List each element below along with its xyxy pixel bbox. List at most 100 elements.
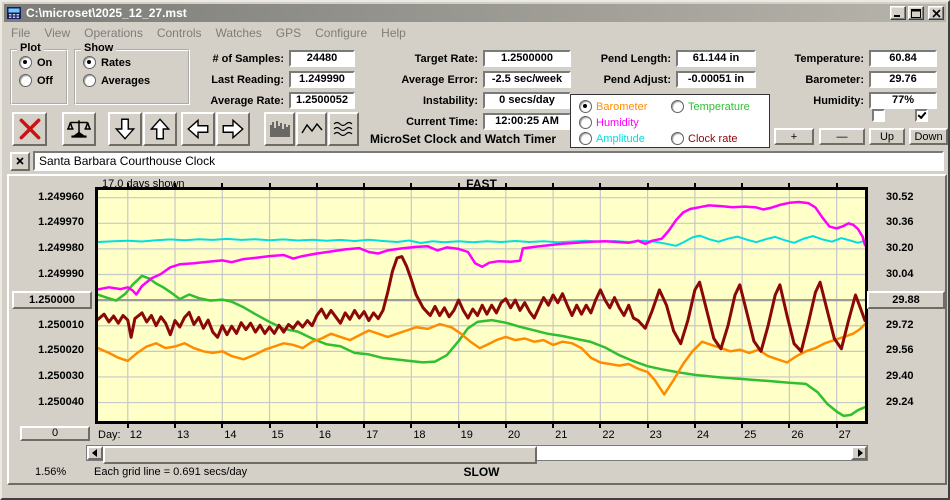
x-tick-label-24: 24 [696, 429, 710, 441]
right-axis-tick-label: 30.20 [886, 241, 914, 254]
radio-label: Averages [101, 74, 151, 87]
right-axis-tick-label: 30.52 [886, 190, 914, 203]
arrow-down-button[interactable] [108, 112, 142, 146]
menu-gps[interactable]: GPS [275, 25, 302, 40]
radio-show-averages[interactable]: Averages [83, 74, 188, 87]
series-radio-barometer[interactable]: Barometer [579, 100, 647, 113]
histogram-button[interactable] [264, 112, 295, 146]
menu-view[interactable]: View [44, 25, 71, 40]
arrow-up-icon [149, 118, 171, 140]
waves-button[interactable] [328, 112, 359, 146]
pend-length--value: 61.144 in [676, 50, 756, 67]
show-group-label: Show [81, 42, 117, 54]
menu-watches[interactable]: Watches [215, 25, 262, 40]
unchecked-checkbox[interactable] [872, 109, 885, 122]
field-row-pend-adjust-: Pend Adjust: -0.00051 in [565, 71, 756, 88]
series-radio-temperature[interactable]: Temperature [671, 100, 750, 113]
slow-label: SLOW [463, 465, 500, 479]
balance-button[interactable] [62, 112, 96, 146]
x-tick-mark [646, 424, 649, 428]
minimize-button[interactable] [890, 6, 906, 20]
plus-button[interactable]: + [774, 128, 814, 145]
x-tick-mark [693, 183, 696, 187]
left-axis-tick-label: 1.249970 [38, 216, 84, 229]
pend-length--label: Pend Length: [600, 52, 671, 65]
menu-help[interactable]: Help [381, 25, 406, 40]
arrow-right-icon [222, 118, 244, 140]
maximize-button[interactable] [908, 6, 924, 20]
radio-plot-off[interactable]: Off [19, 74, 66, 87]
radio-label: On [37, 56, 53, 69]
series-radio-label: Amplitude [596, 132, 645, 145]
left-axis-tick-label: 1.249960 [38, 190, 84, 203]
field-row-average-error-: Average Error: -2.5 sec/week [370, 71, 571, 88]
radio-indicator [579, 116, 592, 129]
x-tick-mark [174, 183, 177, 187]
zigzag-button[interactable] [296, 112, 327, 146]
target-rate--value: 1.2500000 [483, 50, 571, 67]
close-button[interactable] [928, 6, 944, 20]
horizontal-scrollbar[interactable] [86, 445, 868, 464]
series-radio-clock-rate[interactable]: Clock rate [671, 132, 738, 145]
arrow-right-button[interactable] [216, 112, 250, 146]
-of-samples--label: # of Samples: [212, 52, 284, 65]
right-axis-tick-label: 29.56 [886, 344, 914, 357]
field-row-humidity-: Humidity: 77% [774, 92, 937, 109]
radio-show-rates[interactable]: Rates [83, 56, 188, 69]
field-row-target-rate-: Target Rate: 1.2500000 [370, 50, 571, 67]
grid-note: Each grid line = 0.691 secs/day [94, 466, 248, 478]
scroll-right-button[interactable] [851, 446, 867, 460]
x-tick-mark [315, 424, 318, 428]
up-button[interactable]: Up [869, 128, 905, 145]
field-row-current-time-: Current Time: 12:00:25 AM [370, 113, 571, 130]
down-button[interactable]: Down [909, 128, 948, 145]
title-bar[interactable]: C:\microset\2025_12_27.mst [4, 4, 946, 22]
minus-button[interactable]: — [819, 128, 865, 145]
arrow-up-button[interactable] [143, 112, 177, 146]
menu-file[interactable]: File [11, 25, 31, 40]
series-selector: Barometer Humidity Amplitude Temperature Clo… [570, 94, 770, 148]
left-axis-tick-label: 1.250020 [38, 344, 84, 357]
radio-indicator [579, 132, 592, 145]
series-radio-humidity[interactable]: Humidity [579, 116, 639, 129]
left-axis-tick-label: 1.250040 [38, 395, 84, 408]
menu-operations[interactable]: Operations [84, 25, 143, 40]
delete-icon [19, 118, 40, 140]
pend-adjust--value: -0.00051 in [676, 71, 756, 88]
session-name-input[interactable] [33, 151, 944, 171]
menu-controls[interactable]: Controls [156, 25, 202, 40]
x-tick-label-14: 14 [224, 429, 237, 441]
x-tick-mark [221, 183, 224, 187]
humidity--label: Humidity: [813, 94, 864, 107]
x-tick-label-17: 17 [366, 429, 379, 441]
x-tick-mark [268, 424, 271, 428]
x-tick-label-23: 23 [649, 429, 662, 441]
x-tick-mark [268, 183, 271, 187]
delete-button[interactable] [12, 112, 47, 146]
menu-configure[interactable]: Configure [315, 25, 368, 40]
series-radio-amplitude[interactable]: Amplitude [579, 132, 645, 145]
arrow-left-button[interactable] [181, 112, 215, 146]
checked-checkbox[interactable] [915, 109, 928, 122]
series-radio-label: Temperature [688, 100, 750, 113]
target-rate--label: Target Rate: [414, 52, 478, 65]
field-row--of-samples-: # of Samples: 24480 [182, 50, 355, 67]
scroll-left-button[interactable] [87, 446, 103, 460]
right-axis-highlight-button[interactable]: 29.88 [867, 291, 945, 310]
radio-plot-on[interactable]: On [19, 56, 66, 69]
radio-indicator [19, 56, 32, 69]
left-axis-highlight-button[interactable]: 1.250000 [12, 291, 92, 310]
radio-indicator [671, 100, 684, 113]
scrollbar-thumb[interactable] [103, 446, 537, 464]
x-tick-mark [457, 183, 460, 187]
right-axis-tick-label: 30.36 [886, 216, 914, 229]
series-clock-rate [96, 255, 867, 353]
x-tick-label-19: 19 [460, 429, 473, 441]
x-tick-mark [599, 424, 602, 428]
x-tick-mark [126, 424, 129, 428]
session-close-icon [15, 154, 25, 169]
zero-button[interactable]: 0 [20, 426, 90, 441]
plot-area[interactable] [95, 187, 868, 424]
close-icon [931, 6, 941, 21]
session-close-button[interactable] [10, 152, 30, 171]
